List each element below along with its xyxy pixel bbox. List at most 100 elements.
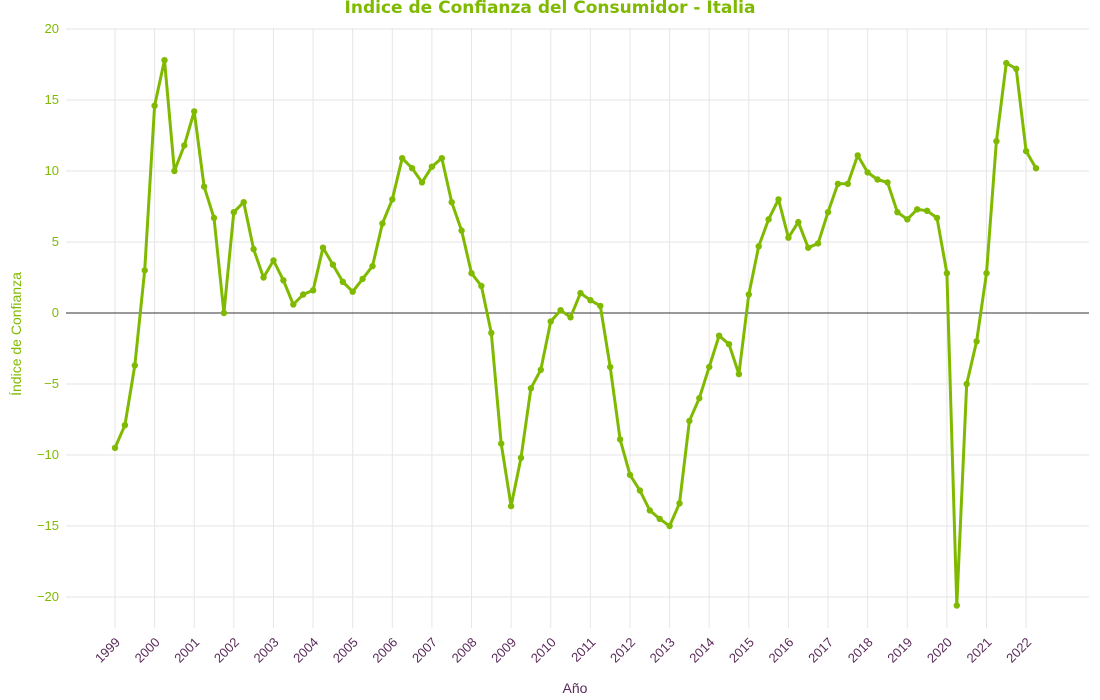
data-point [319,244,327,251]
x-tick-label: 1999 [92,635,123,666]
data-point [349,288,356,295]
data-point [973,338,980,345]
x-tick-label: 2001 [171,635,202,666]
data-point [369,262,376,270]
y-tick-label: 5 [52,234,59,249]
data-point [191,108,198,115]
data-point [666,522,673,530]
x-tick-label: 2010 [528,635,559,666]
data-point [498,440,505,447]
data-point [567,314,574,321]
series-line [113,58,1038,607]
data-point [250,245,257,253]
data-point [844,180,851,187]
x-tick-label: 2017 [805,635,836,666]
data-point [963,380,970,388]
data-point [507,502,515,510]
data-point [735,370,743,378]
x-tick-label: 2019 [884,635,915,666]
x-tick-label: 2006 [369,635,400,666]
data-point [696,395,703,402]
x-tick-label: 2002 [211,635,242,666]
data-point [220,309,228,317]
data-point [686,417,693,425]
data-point [488,329,495,337]
data-point [280,277,287,284]
data-point [626,471,634,479]
data-point [923,207,931,214]
data-point [359,275,366,283]
data-point [616,436,624,443]
data-point [765,216,772,223]
data-point [339,278,346,285]
data-point [399,155,406,162]
data-point [775,196,782,203]
y-tick-labels: 20 15 10 5 0 −5 −10 −15 −20 [37,21,59,604]
data-point [418,179,426,186]
data-point [329,261,337,268]
x-tick-label: 2012 [607,635,638,666]
data-point [814,240,822,247]
data-point [111,444,119,452]
data-point [171,167,178,175]
data-point [943,270,951,277]
data-point [824,209,832,216]
y-tick-label: 20 [45,21,59,36]
data-point [141,267,148,274]
data-point [200,183,208,190]
data-point [121,422,129,429]
data-point [438,155,445,162]
data-point [725,341,733,348]
data-point [300,291,307,298]
data-point [161,57,168,64]
data-point [755,243,762,250]
data-point [636,487,644,494]
data-point [309,287,317,294]
data-point [458,227,465,234]
data-point [448,199,455,206]
data-point [933,214,941,222]
data-point [478,282,485,290]
data-point [993,138,1000,145]
data-point [805,244,812,251]
data-point [745,291,752,298]
x-tick-label: 2016 [765,635,796,666]
x-tick-label: 2004 [290,635,321,666]
y-axis-label: Índice de Confianza [8,272,24,396]
data-point [468,270,475,277]
data-point [181,142,188,149]
data-point [795,218,802,226]
data-point [864,169,871,176]
data-point [557,307,564,314]
data-point [834,180,842,187]
data-point [240,199,247,206]
x-gridlines [114,28,1027,628]
data-point [577,289,584,297]
data-point [408,165,416,172]
data-point [1022,147,1030,155]
data-point [715,332,723,339]
data-point [290,301,297,308]
data-point [1013,65,1020,73]
series-points [111,57,1040,609]
data-point [537,366,544,373]
data-point [597,302,604,310]
data-point [953,602,960,609]
data-point [894,209,901,216]
data-point [854,152,861,159]
data-point [656,515,663,523]
y-tick-label: 10 [45,163,59,178]
data-point [210,214,218,222]
x-tick-label: 2014 [686,635,717,666]
x-tick-label: 2011 [568,635,598,665]
data-point [230,209,237,216]
data-point [874,176,881,183]
data-point [904,216,911,223]
data-point [270,257,277,264]
x-tick-label: 2021 [964,635,995,666]
data-point [607,363,614,371]
data-point [884,179,891,186]
x-tick-labels: 1999 2000 2001 2002 2003 2004 2005 2006 2007 2008… [92,635,1034,666]
y-tick-label: 15 [45,92,59,107]
